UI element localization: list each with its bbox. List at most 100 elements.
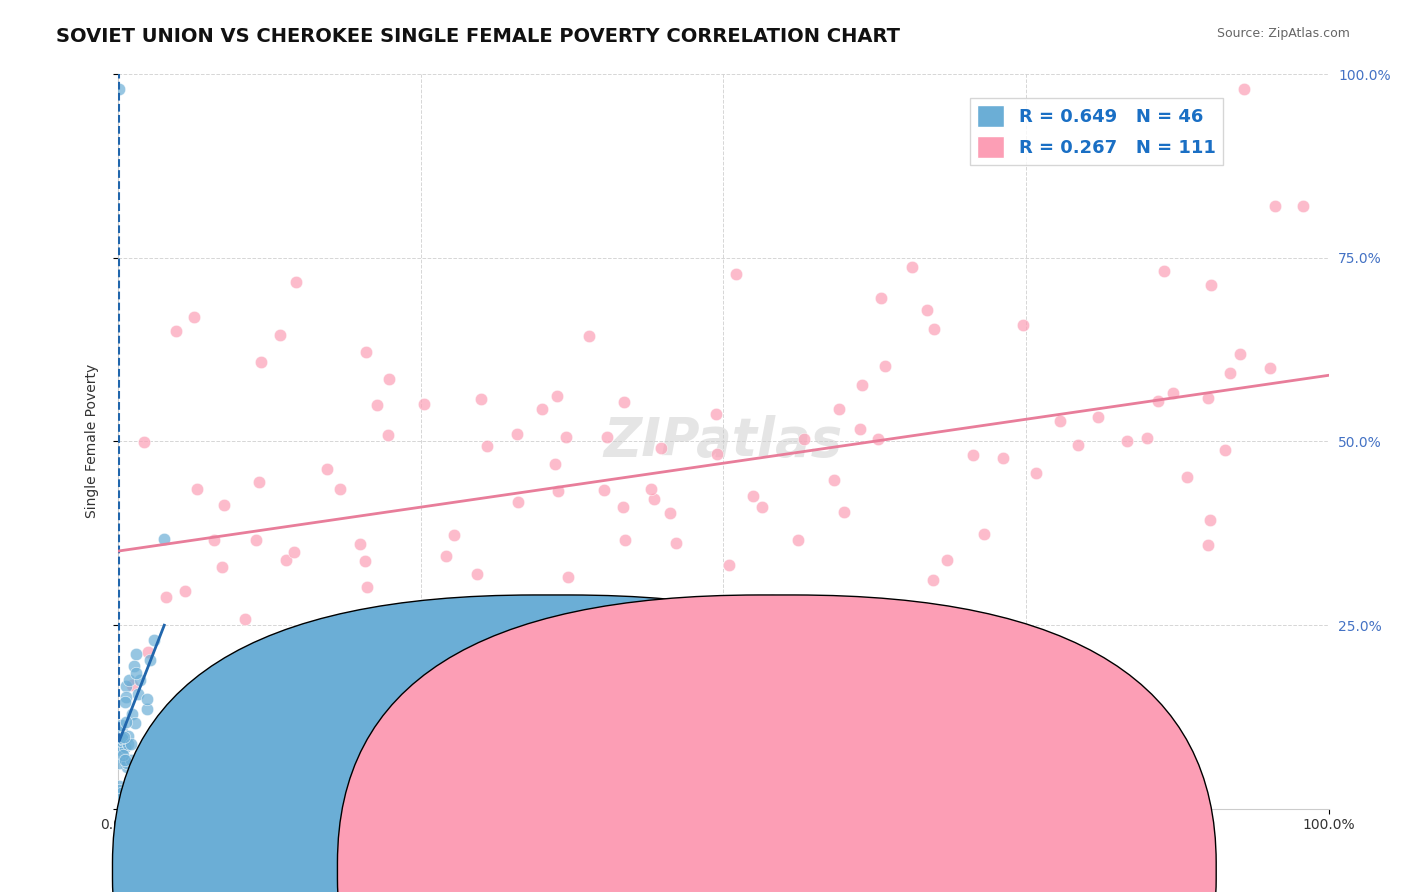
Point — [148, 764, 170, 779]
Point — [475, 439, 498, 453]
Point — [212, 499, 235, 513]
Point — [112, 748, 135, 763]
Point — [117, 737, 139, 751]
Point — [153, 532, 176, 546]
Point — [108, 740, 131, 755]
Point — [922, 322, 945, 336]
Point — [1264, 199, 1286, 213]
Point — [349, 537, 371, 551]
Point — [762, 600, 785, 615]
Point — [612, 500, 634, 514]
Point — [658, 507, 681, 521]
Text: Soviet Union: Soviet Union — [543, 863, 638, 877]
Point — [183, 310, 205, 324]
Point — [114, 753, 136, 767]
Point — [118, 673, 141, 688]
Point — [751, 500, 773, 515]
Point — [108, 792, 131, 806]
Point — [842, 657, 865, 671]
Point — [1233, 81, 1256, 95]
Point — [377, 428, 399, 442]
Point — [285, 275, 308, 289]
Point — [675, 690, 697, 704]
Point — [547, 484, 569, 499]
Point — [329, 483, 352, 497]
Point — [751, 610, 773, 624]
Point — [991, 451, 1014, 466]
Point — [139, 652, 162, 666]
Point — [1049, 414, 1071, 428]
Point — [546, 389, 568, 403]
Point — [134, 434, 156, 449]
Point — [269, 327, 291, 342]
Point — [110, 718, 132, 732]
Point — [115, 679, 138, 693]
Point — [211, 560, 233, 574]
Point — [1201, 277, 1223, 292]
Point — [915, 303, 938, 318]
Point — [136, 702, 159, 716]
Point — [129, 673, 152, 687]
Point — [108, 81, 131, 95]
Text: ZIPatlas: ZIPatlas — [603, 416, 844, 467]
Point — [153, 710, 176, 724]
Point — [110, 734, 132, 748]
Text: SOVIET UNION VS CHEROKEE SINGLE FEMALE POVERTY CORRELATION CHART: SOVIET UNION VS CHEROKEE SINGLE FEMALE P… — [56, 27, 900, 45]
Point — [245, 533, 267, 548]
Point — [136, 645, 159, 659]
Point — [1067, 438, 1090, 452]
Point — [108, 782, 131, 797]
Point — [117, 730, 139, 744]
Point — [665, 536, 688, 550]
Point — [366, 398, 388, 412]
Point — [108, 756, 131, 771]
Point — [717, 558, 740, 572]
Legend: R = 0.649   N = 46, R = 0.267   N = 111: R = 0.649 N = 46, R = 0.267 N = 111 — [970, 98, 1223, 165]
Point — [114, 739, 136, 754]
Point — [108, 779, 131, 793]
Point — [724, 268, 747, 282]
Point — [643, 492, 665, 507]
Point — [429, 597, 451, 611]
Point — [506, 426, 529, 441]
Point — [1197, 538, 1219, 552]
Point — [730, 629, 752, 643]
Point — [412, 397, 434, 411]
Point — [706, 447, 728, 461]
Point — [354, 554, 377, 568]
Point — [873, 359, 896, 373]
Point — [478, 628, 501, 642]
Point — [124, 715, 146, 730]
Point — [174, 583, 197, 598]
Point — [247, 475, 270, 490]
Point — [793, 432, 815, 446]
Point — [1175, 470, 1198, 484]
Point — [125, 648, 148, 662]
Point — [110, 786, 132, 800]
Point — [114, 695, 136, 709]
Point — [823, 474, 845, 488]
Point — [962, 448, 984, 462]
Point — [761, 593, 783, 607]
Point — [121, 678, 143, 692]
Point — [613, 533, 636, 547]
Point — [1258, 361, 1281, 376]
Point — [115, 756, 138, 770]
Point — [315, 461, 337, 475]
Point — [1087, 410, 1109, 425]
Point — [787, 533, 810, 547]
Point — [1147, 393, 1170, 408]
Point — [973, 526, 995, 541]
Point — [111, 730, 134, 744]
Point — [112, 730, 135, 744]
Point — [1197, 391, 1219, 405]
Point — [378, 372, 401, 386]
Point — [250, 355, 273, 369]
Point — [531, 402, 554, 417]
Point — [1025, 467, 1047, 481]
Point — [470, 392, 492, 407]
Point — [115, 690, 138, 704]
Point — [832, 505, 855, 519]
Point — [115, 715, 138, 730]
Point — [125, 666, 148, 681]
